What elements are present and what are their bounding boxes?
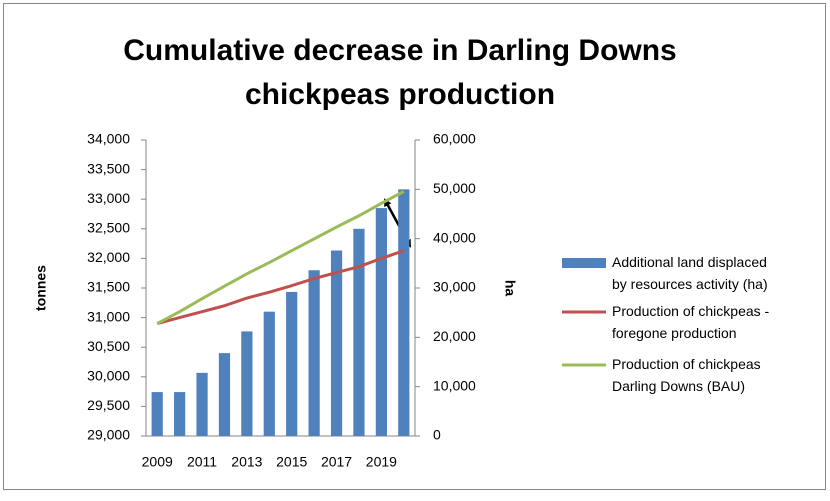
y-tick-label: 30,000 bbox=[87, 368, 130, 384]
x-tick-label: 2011 bbox=[187, 454, 217, 470]
bar bbox=[375, 208, 387, 436]
y2-tick-label: 50,000 bbox=[433, 180, 476, 196]
bar bbox=[308, 270, 320, 436]
line bbox=[156, 190, 405, 325]
x-tick-label: 2013 bbox=[231, 454, 262, 470]
y2-tick-label: 0 bbox=[433, 427, 441, 443]
y2-tick-label: 30,000 bbox=[433, 279, 476, 295]
bar bbox=[263, 311, 275, 436]
y-tick-label: 32,500 bbox=[87, 220, 130, 236]
legend-label: Additional land displaced by resources ac… bbox=[612, 254, 768, 292]
y-tick-label: 31,000 bbox=[87, 308, 130, 324]
x-tick-label: 2009 bbox=[142, 454, 173, 470]
bar bbox=[218, 353, 231, 436]
bar bbox=[330, 250, 343, 436]
legend-label: Production of chickpeas -foregone produc… bbox=[612, 303, 770, 341]
legend-swatch bbox=[562, 258, 606, 268]
line bbox=[156, 249, 405, 325]
bar bbox=[174, 392, 186, 436]
y2-tick-label: 40,000 bbox=[433, 229, 476, 245]
bar bbox=[286, 291, 298, 436]
y2-tick-label: 10,000 bbox=[433, 377, 476, 393]
legend-label: Production of chickpeas Darling Downs (BA… bbox=[612, 356, 761, 394]
y2-axis-label: ha bbox=[502, 280, 518, 297]
y-tick-label: 31,500 bbox=[87, 279, 130, 295]
bar bbox=[151, 392, 163, 436]
y2-tick-label: 60,000 bbox=[433, 131, 476, 147]
y-tick-label: 33,500 bbox=[87, 160, 130, 176]
y-tick-label: 29,000 bbox=[87, 427, 130, 443]
y-tick-label: 30,500 bbox=[87, 338, 130, 354]
bar bbox=[196, 372, 208, 436]
x-tick-label: 2019 bbox=[366, 454, 397, 470]
chart-title: Cumulative decrease in Darling Downs bbox=[123, 34, 677, 67]
bar bbox=[398, 189, 410, 436]
x-tick-label: 2017 bbox=[321, 454, 352, 470]
bar bbox=[241, 331, 253, 436]
y-axis-label: tonnes bbox=[33, 265, 49, 311]
y-tick-label: 33,000 bbox=[87, 190, 130, 206]
y-tick-label: 32,000 bbox=[87, 249, 130, 265]
y2-tick-label: 20,000 bbox=[433, 328, 476, 344]
y-tick-label: 34,000 bbox=[87, 131, 130, 147]
chart-title: chickpeas production bbox=[245, 78, 555, 111]
y-tick-label: 29,500 bbox=[87, 397, 130, 413]
bar bbox=[353, 228, 365, 436]
x-tick-label: 2015 bbox=[276, 454, 307, 470]
